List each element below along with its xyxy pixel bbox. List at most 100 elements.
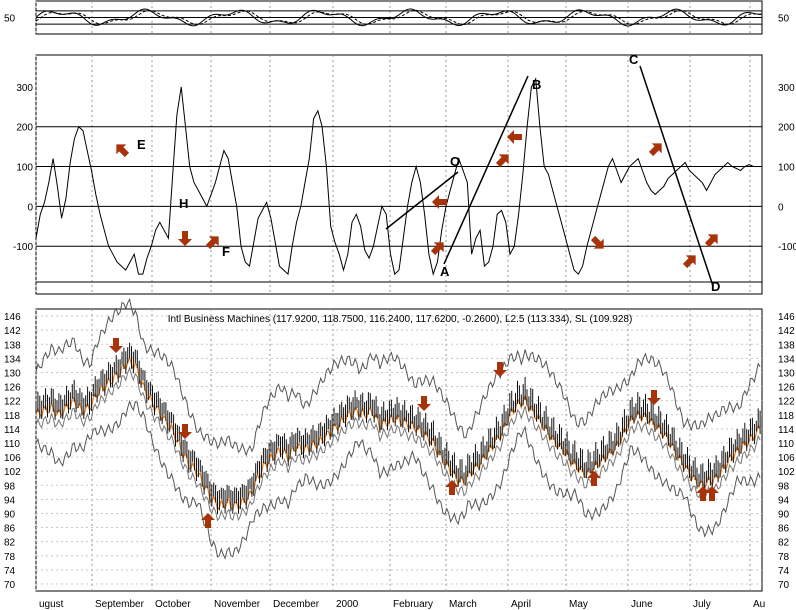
arrow-markers [109,130,719,528]
lower-envelope-line [35,366,761,522]
price-y-tick-left: 134 [4,354,21,365]
price-y-tick-right: 110 [778,439,794,450]
label-h: H [179,196,188,211]
oscillator-y-tick-right: 50 [778,14,790,25]
month-label: November [214,599,261,610]
price-y-tick-left: 90 [4,509,16,520]
arrow-marker [590,235,604,249]
price-y-tick-left: 126 [4,383,21,394]
cci-y-tick-right: 100 [778,163,795,174]
month-labels: ugust September October November December 200… [39,599,765,610]
cci-y-tick-right: 0 [778,202,784,213]
price-y-tick-right: 82 [778,538,790,549]
arrow-marker [705,486,719,501]
price-y-tick-left: 122 [4,397,21,408]
price-y-tick-right: 98 [778,481,790,492]
cci-y-tick-left: 100 [16,163,33,174]
price-y-tick-left: 142 [4,326,21,337]
month-label: February [393,599,433,610]
cci-line [398,77,762,276]
arrow-marker [587,471,601,486]
cci-line [35,86,400,276]
label-b: B [532,77,541,92]
price-y-tick-right: 118 [778,411,794,422]
price-y-tick-right: 106 [778,453,795,464]
price-y-tick-left: 106 [4,453,21,464]
arrow-marker [417,396,431,411]
label-c: C [629,52,639,67]
cci-y-tick-left: 0 [27,202,33,213]
month-label: April [511,599,531,610]
cci-y-tick-right: -100 [778,242,796,253]
price-panel-title: Intl Business Machines (117.9200, 118.75… [168,314,633,325]
price-y-tick-left: 114 [4,425,20,436]
arrow-marker [445,480,459,495]
price-y-tick-left: 102 [4,467,21,478]
label-a: A [440,264,450,279]
price-y-tick-right: 134 [778,354,795,365]
price-y-tick-right: 86 [778,524,790,535]
arrow-marker [432,195,447,209]
month-label: Au [753,599,765,610]
arrow-marker [507,130,522,144]
price-y-tick-left: 70 [4,580,16,591]
price-y-tick-right: 138 [778,340,795,351]
oscillator-signal-line [35,9,763,26]
price-y-tick-left: 138 [4,340,21,351]
price-y-tick-right: 70 [778,580,790,591]
arrow-marker [682,255,696,269]
price-y-tick-right: 122 [778,397,795,408]
month-label: May [569,599,588,610]
month-label: December [273,599,320,610]
month-label: July [693,599,711,610]
month-label: ugust [39,599,64,610]
arrow-marker [648,143,662,157]
label-o: O [450,154,460,169]
trendline-cd [639,65,714,287]
price-y-tick-left: 130 [4,368,21,379]
annotations: E H F O A B C D [137,52,720,294]
arrow-marker [178,424,192,439]
cci-layer [35,77,762,276]
price-y-tick-left: 94 [4,495,16,506]
month-label: March [449,599,477,610]
price-panel [35,308,763,592]
oscillator-line [35,8,763,27]
cci-panel [35,54,763,295]
month-label: 2000 [336,599,359,610]
oscillator-y-tick-left: 50 [4,14,16,25]
grid-lines [35,1,762,591]
arrow-marker [647,390,661,405]
arrow-marker [430,242,444,256]
price-y-tick-right: 94 [778,495,790,506]
trendline-ab [443,75,529,265]
price-y-tick-left: 74 [4,566,16,577]
label-e: E [137,137,146,152]
arrow-marker [116,144,130,158]
price-y-tick-left: 98 [4,481,16,492]
arrow-marker [201,513,215,528]
price-y-tick-left: 110 [4,439,20,450]
price-y-tick-left: 118 [4,411,20,422]
month-label: June [631,599,653,610]
price-y-tick-right: 146 [778,312,795,323]
price-y-tick-left: 86 [4,524,16,535]
month-label: September [95,599,145,610]
arrow-marker [704,234,718,248]
price-y-tick-left: 146 [4,312,21,323]
price-y-tick-left: 78 [4,552,16,563]
oscillator-layer [35,8,763,27]
arrow-marker [493,362,507,377]
price-y-tick-right: 126 [778,383,795,394]
axis-tick-labels: 50 50 300 300 200 200 100 100 0 0 -100 -100 146 146 14… [4,14,796,591]
price-y-tick-left: 82 [4,538,16,549]
cci-y-tick-right: 200 [778,123,795,134]
arrow-marker [205,236,219,250]
arrow-marker [109,338,123,353]
price-y-tick-right: 90 [778,509,790,520]
price-y-tick-right: 74 [778,566,790,577]
price-y-tick-right: 78 [778,552,790,563]
label-d: D [711,279,720,294]
trendline-o [385,171,459,230]
